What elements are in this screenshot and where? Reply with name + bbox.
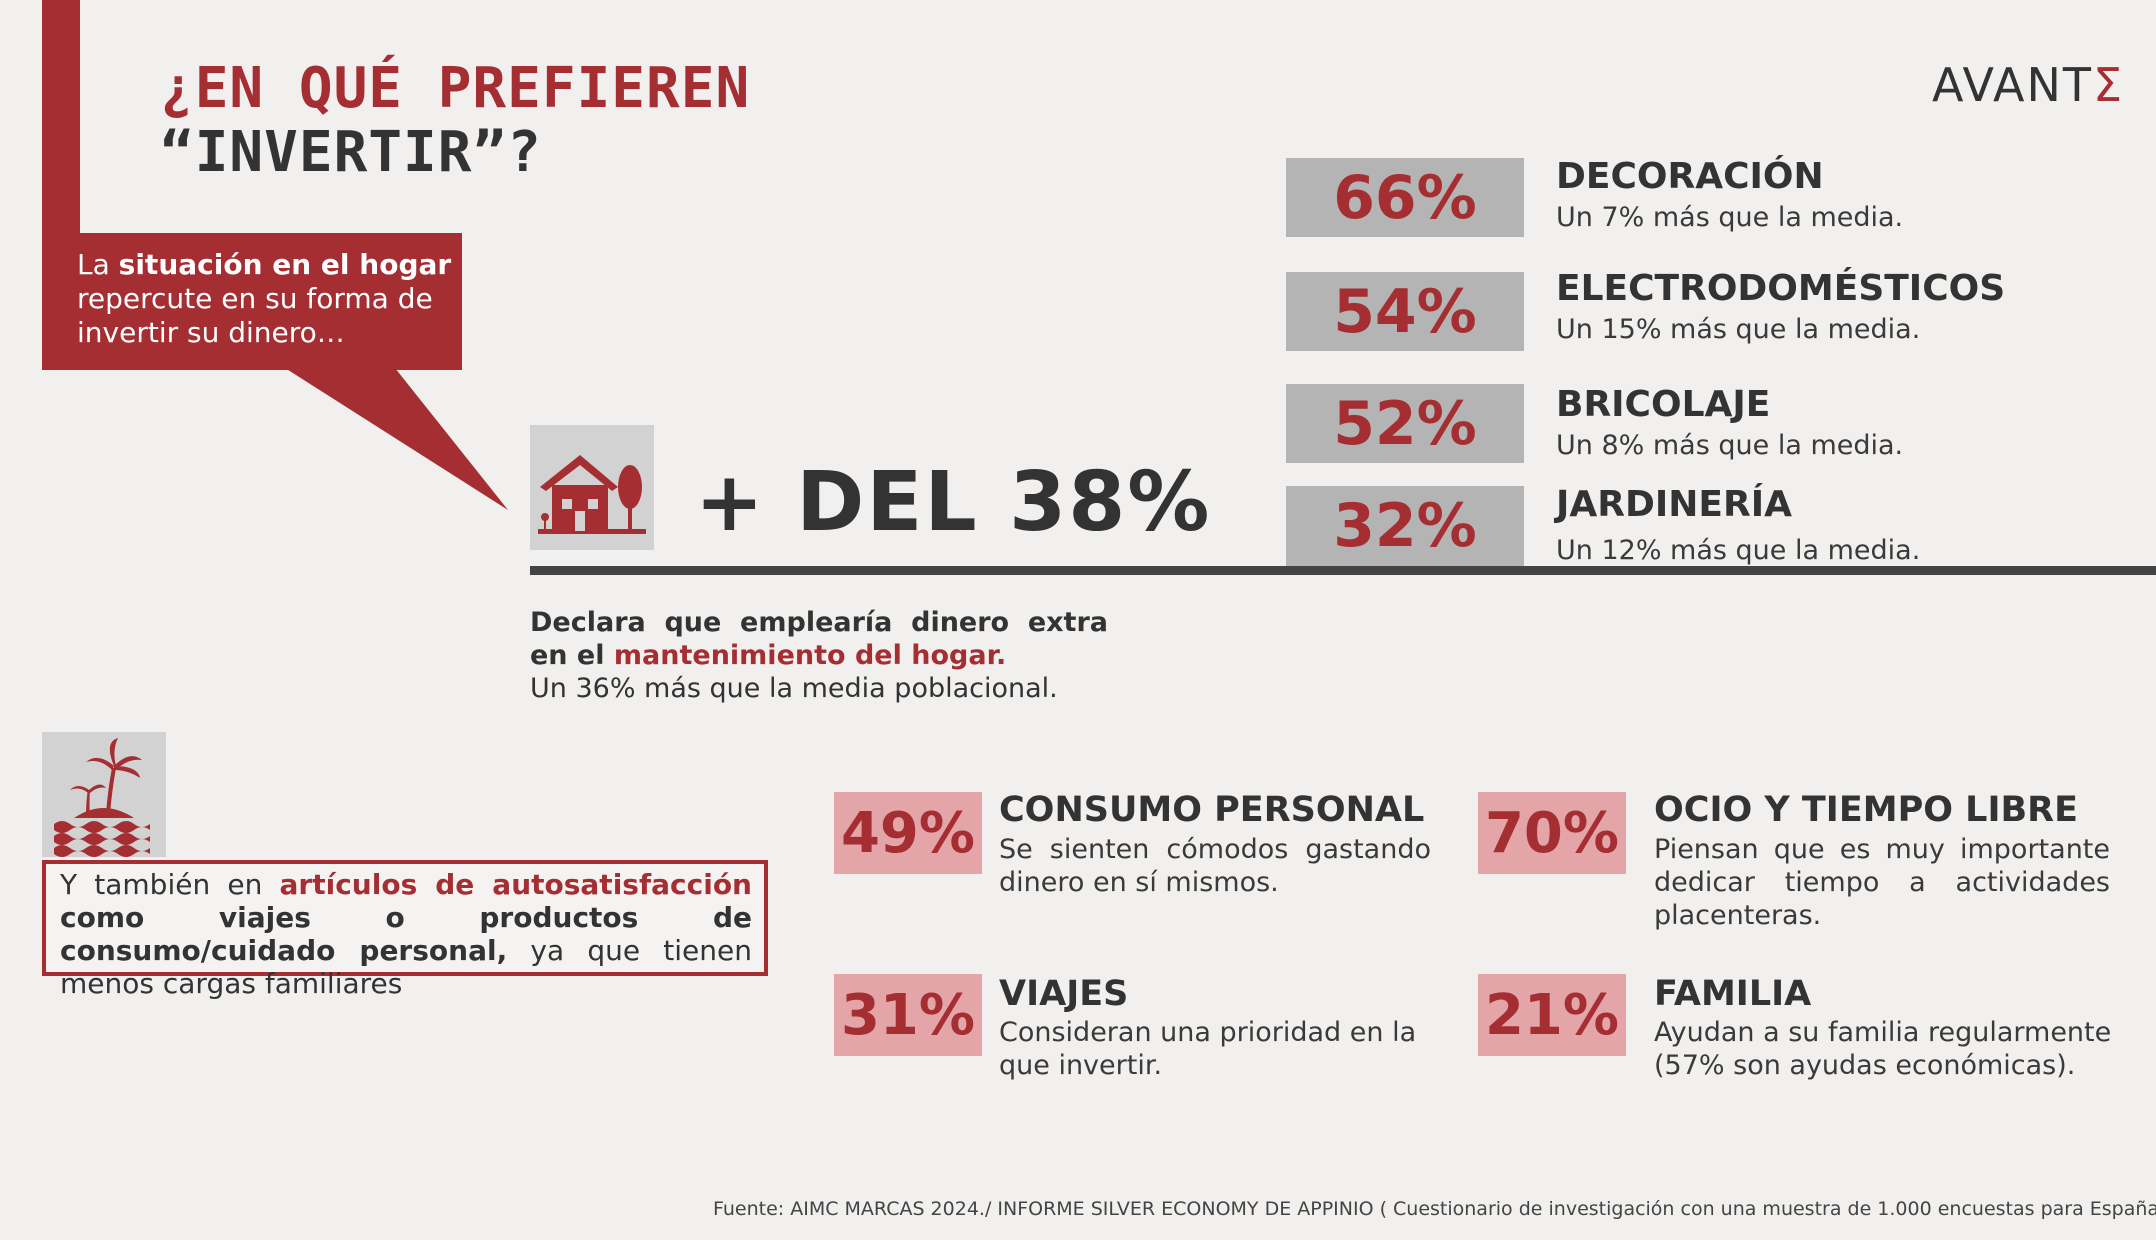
- stat-percentage: 54%: [1286, 272, 1524, 351]
- divider-line: [530, 566, 2156, 575]
- house-tree-icon: [538, 455, 646, 534]
- stat-title: JARDINERÍA: [1556, 484, 1792, 525]
- autosatisfaccion-highlight: artículos de autosatisfacción: [279, 868, 752, 901]
- stat-title: CONSUMO PERSONAL: [999, 790, 1425, 830]
- avante-logo: AVANTΣ: [1932, 58, 2125, 112]
- stat-title: FAMILIA: [1654, 974, 1812, 1014]
- stat-subtitle: Consideran una prioridad en la que inver…: [999, 1017, 1417, 1081]
- declara-sub: Un 36% más que la media poblacional.: [530, 673, 1058, 704]
- headline-percentage: + DEL 38%: [695, 455, 1212, 550]
- bubble-text: La situación en el hogar repercute en su…: [77, 248, 452, 349]
- stat-subtitle: Un 7% más que la media.: [1556, 202, 1904, 233]
- stat-title: BRICOLAJE: [1556, 384, 1771, 425]
- autosatisfaccion-box: [42, 860, 768, 976]
- declara-highlight: mantenimiento del hogar.: [613, 640, 1007, 671]
- title-line-2: “INVERTIR”?: [160, 120, 542, 185]
- stat-title: ELECTRODOMÉSTICOS: [1556, 268, 2006, 309]
- stat-subtitle: Se sienten cómodos gastando dinero en sí…: [999, 834, 1431, 898]
- stat-subtitle: Un 15% más que la media.: [1556, 314, 1921, 345]
- stat-percentage: 21%: [1478, 974, 1626, 1056]
- stat-subtitle: Ayudan a su familia regularmente (57% so…: [1654, 1017, 2112, 1081]
- stat-percentage: 32%: [1286, 486, 1524, 566]
- beach-icon-box: [42, 732, 166, 857]
- stat-percentage: 49%: [834, 792, 982, 874]
- source-footnote: Fuente: AIMC MARCAS 2024./ INFORME SILVE…: [713, 1198, 2156, 1220]
- bubble-bold: situación en el hogar: [118, 248, 452, 281]
- stat-title: OCIO Y TIEMPO LIBRE: [1654, 790, 2079, 830]
- stat-title: VIAJES: [999, 974, 1129, 1014]
- palm-island-icon: [54, 738, 150, 857]
- stat-percentage: 31%: [834, 974, 982, 1056]
- title-line-1: ¿EN QUÉ PREFIEREN: [160, 56, 751, 121]
- stat-percentage: 70%: [1478, 792, 1626, 874]
- stat-percentage: 52%: [1286, 384, 1524, 463]
- speech-bubble: [42, 233, 462, 370]
- house-icon-box: [530, 425, 654, 550]
- stat-title: DECORACIÓN: [1556, 156, 1824, 197]
- autosatisfaccion-text: Y también en artículos de autosatisfacci…: [60, 868, 752, 1000]
- stat-percentage: 66%: [1286, 158, 1524, 237]
- stat-subtitle: Un 12% más que la media.: [1556, 535, 1921, 566]
- declara-text: Declara que emplearía dinero extra en el…: [530, 607, 1108, 704]
- stat-subtitle: Piensan que es muy importante dedicar ti…: [1654, 834, 2110, 931]
- stat-subtitle: Un 8% más que la media.: [1556, 430, 1904, 461]
